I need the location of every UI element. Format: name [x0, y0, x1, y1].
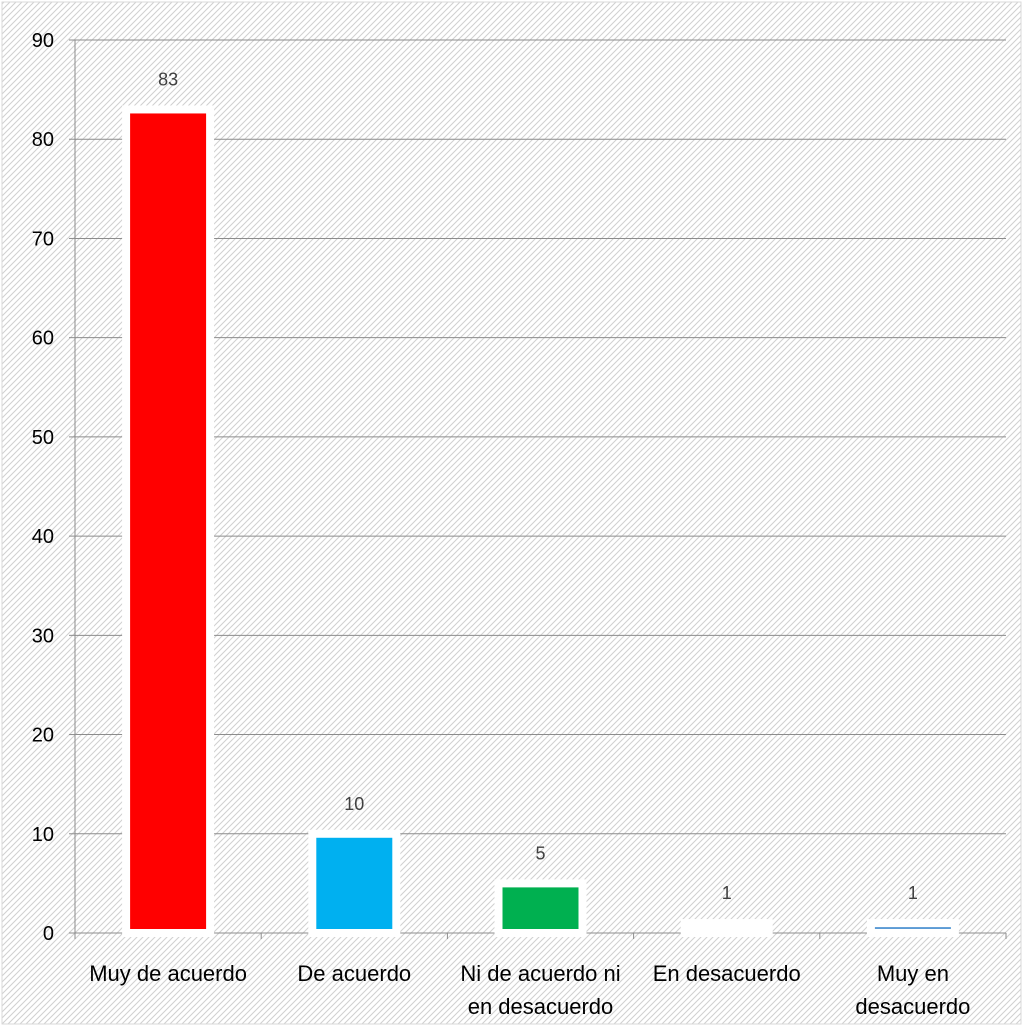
x-tick-label: En desacuerdo	[653, 961, 801, 986]
y-tick-label: 10	[32, 824, 54, 846]
data-labels: 83 10 5 1 1	[158, 69, 918, 903]
y-tick-label: 20	[32, 725, 54, 747]
bar	[494, 879, 587, 938]
x-tick-label: Muy en	[877, 961, 949, 986]
x-tick-label: Muy de acuerdo	[89, 961, 247, 986]
y-tick-label: 80	[32, 129, 54, 151]
y-tick-label: 0	[43, 923, 54, 945]
x-axis-tick-labels: Muy de acuerdo De acuerdo Ni de acuerdo ni…	[89, 961, 970, 1019]
bar	[122, 105, 215, 937]
bar	[308, 829, 401, 937]
data-label: 1	[908, 883, 918, 903]
y-tick-label: 40	[32, 526, 54, 548]
gridlines	[75, 39, 1006, 835]
x-tick-label: De acuerdo	[297, 961, 411, 986]
bars	[122, 105, 959, 938]
y-tick-label: 60	[32, 328, 54, 350]
y-tick-label: 90	[32, 30, 54, 52]
y-axis-tick-labels: 0 10 20 30 40 50 60 70 80 90	[32, 30, 54, 945]
y-tick-label: 30	[32, 625, 54, 647]
bar	[680, 919, 773, 937]
y-tick-label: 70	[32, 228, 54, 250]
x-tick-label: Ni de acuerdo ni	[460, 961, 620, 986]
data-label: 1	[722, 883, 732, 903]
x-tick-label: desacuerdo	[855, 994, 970, 1019]
data-label: 5	[535, 843, 545, 863]
bar	[866, 919, 959, 937]
data-label: 83	[158, 69, 178, 89]
x-tick-label: en desacuerdo	[468, 994, 614, 1019]
y-tick-label: 50	[32, 427, 54, 449]
data-label: 10	[344, 794, 364, 814]
